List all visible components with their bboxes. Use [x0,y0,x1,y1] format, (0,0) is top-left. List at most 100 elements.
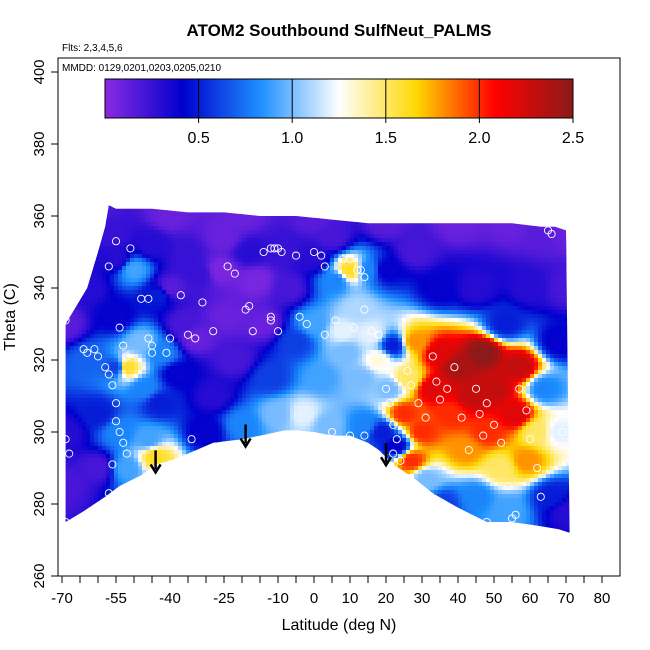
heatmap-cell [174,330,179,335]
heatmap-cell [230,398,235,403]
heatmap-cell [262,470,267,475]
heatmap-cell [258,422,263,427]
heatmap-cell [226,342,231,347]
heatmap-cell [286,338,291,343]
heatmap-cell [286,410,291,415]
heatmap-cell [86,250,91,255]
heatmap-cell [94,298,99,303]
heatmap-cell [154,338,159,343]
heatmap-cell [194,402,199,407]
heatmap-cell [170,206,175,211]
heatmap-cell [138,366,143,371]
heatmap-cell [262,334,267,339]
heatmap-cell [282,530,287,533]
heatmap-cell [90,250,95,255]
heatmap-cell [78,382,83,387]
heatmap-cell [102,490,107,495]
heatmap-cell [226,306,231,311]
heatmap-cell [86,342,91,347]
heatmap-cell [282,406,287,411]
heatmap-cell [118,302,123,307]
heatmap-cell [190,298,195,303]
heatmap-cell [202,298,207,303]
heatmap-cell [70,290,75,295]
heatmap-cell [186,474,191,479]
heatmap-cell [246,334,251,339]
heatmap-cell [66,526,71,531]
heatmap-cell [290,214,295,219]
heatmap-cell [174,206,179,211]
heatmap-cell [242,482,247,487]
heatmap-cell [174,418,179,423]
heatmap-cell [254,266,259,271]
heatmap-cell [238,266,243,271]
heatmap-cell [110,470,115,475]
heatmap-cell [134,370,139,375]
heatmap-cell [118,482,123,487]
heatmap-cell [202,286,207,291]
heatmap-cell [254,326,259,331]
heatmap-cell [218,458,223,463]
heatmap-cell [282,518,287,523]
heatmap-cell [282,374,287,379]
heatmap-cell [202,478,207,483]
heatmap-cell [138,258,143,263]
heatmap-cell [78,370,83,375]
heatmap-cell [74,210,79,215]
heatmap-cell [266,334,271,339]
heatmap-cell [174,338,179,343]
heatmap-cell [282,362,287,367]
heatmap-cell [174,210,179,215]
heatmap-cell [210,466,215,471]
heatmap-cell [162,494,167,499]
heatmap-cell [286,462,291,467]
heatmap-cell [106,434,111,439]
heatmap-cell [70,306,75,311]
heatmap-cell [282,458,287,463]
heatmap-cell [166,306,171,311]
heatmap-cell [198,414,203,419]
heatmap-cell [66,534,70,538]
heatmap-cell [230,406,235,411]
heatmap-cell [65,494,67,499]
heatmap-cell [214,226,219,231]
heatmap-cell [290,242,295,247]
heatmap-cell [94,518,99,523]
heatmap-cell [90,450,95,455]
heatmap-cell [250,426,255,431]
heatmap-cell [126,242,131,247]
heatmap-cell [102,410,107,415]
heatmap-cell [246,326,251,331]
heatmap-cell [238,406,243,411]
heatmap-cell [274,398,279,403]
heatmap-cell [98,270,103,275]
heatmap-cell [166,446,171,451]
heatmap-cell [222,294,227,299]
heatmap-cell [66,442,71,447]
heatmap-cell [194,534,198,538]
heatmap-cell [286,310,291,315]
heatmap-cell [234,326,239,331]
heatmap-cell [230,410,235,415]
heatmap-cell [106,362,111,367]
heatmap-cell [206,326,211,331]
heatmap-cell [266,246,271,251]
heatmap-cell [210,478,215,483]
heatmap-cell [182,382,187,387]
heatmap-cell [266,354,271,359]
heatmap-cell [166,310,171,315]
heatmap-cell [158,254,163,259]
heatmap-cell [94,302,99,307]
heatmap-cell [274,534,278,538]
heatmap-cell [174,205,179,207]
heatmap-cell [222,422,227,427]
heatmap-cell [238,378,243,383]
heatmap-cell [278,294,283,299]
heatmap-cell [138,462,143,467]
heatmap-cell [90,218,95,223]
heatmap-cell [210,322,215,327]
heatmap-cell [102,278,107,283]
heatmap-cell [186,226,191,231]
heatmap-cell [170,414,175,419]
heatmap-cell [82,270,87,275]
